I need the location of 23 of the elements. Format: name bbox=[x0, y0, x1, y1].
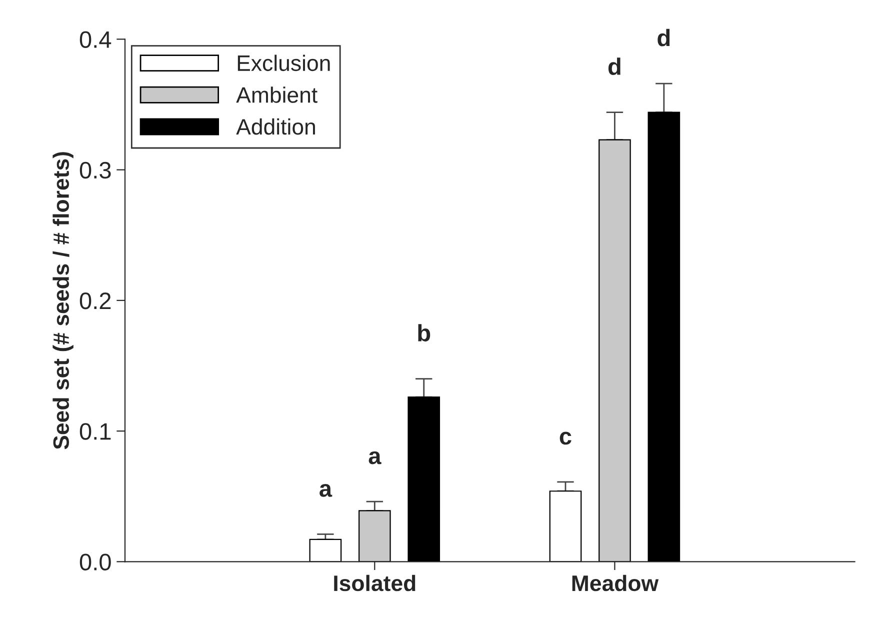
data-label: b bbox=[418, 324, 430, 342]
y-tick-label: 0.2 bbox=[80, 292, 111, 310]
x-tick-label: Meadow bbox=[572, 574, 659, 592]
y-tick-label: 0.3 bbox=[80, 162, 111, 179]
legend-label: Ambient bbox=[236, 86, 318, 103]
bar bbox=[549, 490, 582, 562]
data-label: d bbox=[608, 58, 620, 76]
data-label: a bbox=[368, 451, 382, 464]
bar bbox=[358, 510, 391, 562]
legend-label: Addition bbox=[236, 118, 315, 135]
x-tick-label: Isolated bbox=[334, 574, 416, 592]
bar bbox=[648, 112, 680, 562]
data-label: c bbox=[560, 432, 572, 445]
y-tick-label: 0.4 bbox=[80, 31, 112, 48]
bar bbox=[309, 538, 342, 562]
data-label: d bbox=[658, 28, 670, 46]
bar bbox=[598, 139, 631, 562]
legend-label: Exclusion bbox=[238, 54, 330, 72]
y-tick-label: 0.1 bbox=[80, 423, 111, 440]
y-tick-label: 0.0 bbox=[80, 554, 111, 570]
bar bbox=[408, 396, 440, 562]
y-axis-title: Seed set (# seeds / # florets) bbox=[52, 152, 74, 450]
data-label: a bbox=[320, 484, 332, 497]
